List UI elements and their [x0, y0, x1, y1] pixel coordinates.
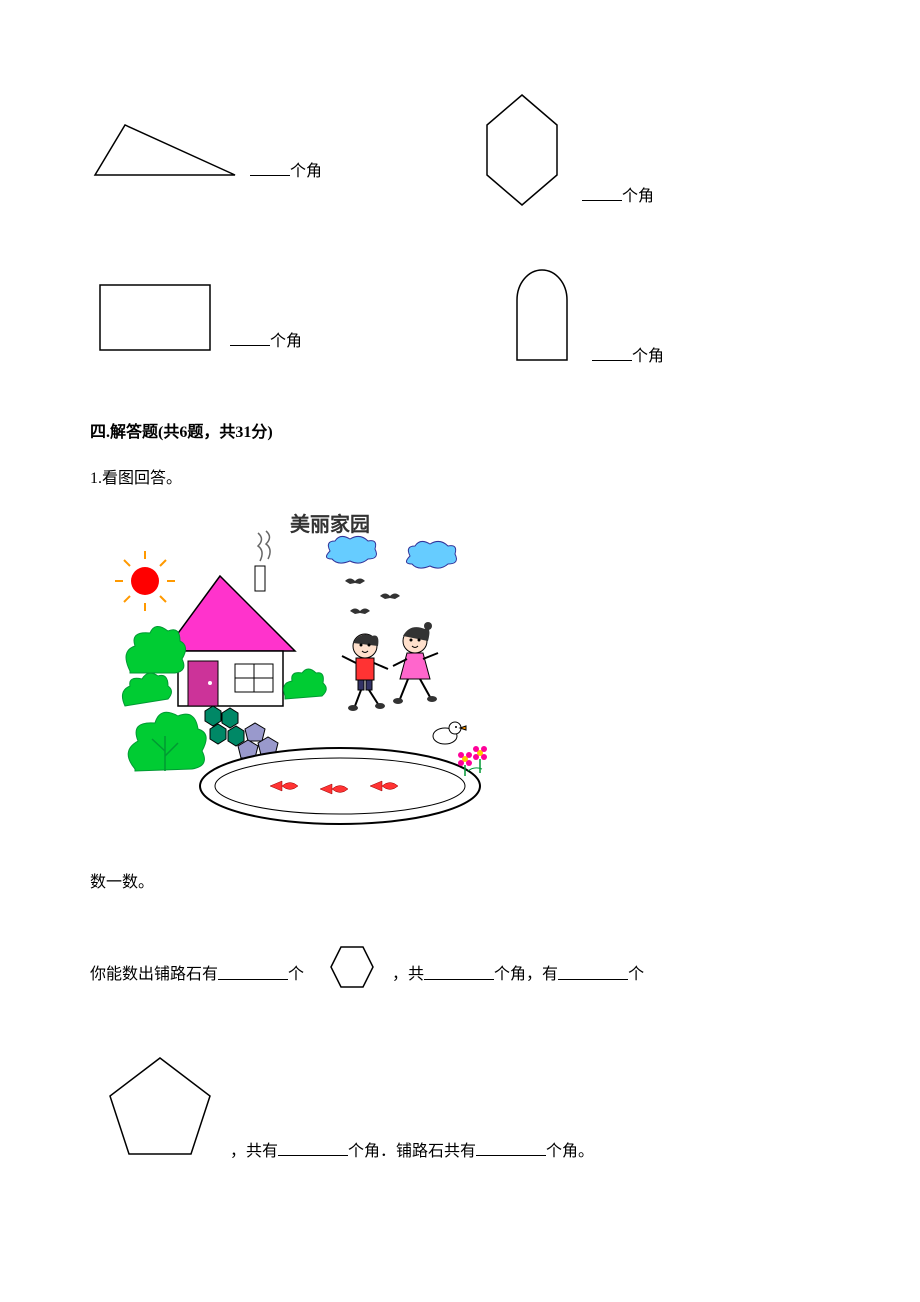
inline-hexagon: [313, 935, 383, 1016]
arch-label: 个角: [632, 348, 664, 365]
line2-mid: ，共有: [230, 1143, 278, 1160]
picture-container: 美丽家园: [110, 511, 840, 840]
rectangle-label: 个角: [270, 333, 302, 350]
line2-unit1: 个角．铺路石共有: [348, 1143, 476, 1160]
line1-unit2: 个角，有: [494, 967, 558, 984]
shape-row-2: 个角 个角: [90, 260, 840, 370]
rectangle-item: 个角: [90, 275, 302, 355]
blank-3: [558, 964, 628, 980]
line1-unit3: 个: [628, 967, 644, 984]
count-label: 数一数。: [90, 870, 840, 896]
blank-4: [278, 1140, 348, 1156]
triangle-blank: 个角: [250, 159, 322, 185]
answer-line-1: 你能数出铺路石有 个 ，共 个角，有 个: [90, 935, 840, 1016]
top-spacer: [90, 30, 840, 90]
hexagon-blank: 个角: [582, 184, 654, 210]
beautiful-home-picture: 美丽家园: [110, 511, 490, 831]
line1-unit1: 个: [288, 967, 304, 984]
line2-unit2: 个角。: [546, 1143, 594, 1160]
arch-item: 个角: [502, 260, 664, 370]
arch-icon: [502, 260, 582, 370]
hexagon-icon: [472, 90, 572, 210]
triangle-item: 个角: [90, 115, 322, 185]
rectangle-blank: 个角: [230, 329, 302, 355]
hexagon-item: 个角: [472, 90, 654, 210]
rectangle-icon: [90, 275, 220, 355]
inline-pentagon: [95, 1046, 225, 1175]
blank-5: [476, 1140, 546, 1156]
question-1-num: 1.看图回答。: [90, 466, 840, 492]
triangle-label: 个角: [290, 163, 322, 180]
arch-blank: 个角: [592, 344, 664, 370]
hexagon-label: 个角: [622, 188, 654, 205]
line1-mid1: ，共: [392, 967, 424, 984]
blank-1: [218, 964, 288, 980]
svg-text:美丽家园: 美丽家园: [290, 512, 370, 536]
answer-line-2: ，共有 个角．铺路石共有 个角。: [90, 1046, 840, 1175]
shape-row-1: 个角 个角: [90, 90, 840, 210]
section-4-title: 四.解答题(共6题，共31分): [90, 420, 840, 446]
line1-prefix: 你能数出铺路石有: [90, 967, 218, 984]
triangle-icon: [90, 115, 240, 185]
blank-2: [424, 964, 494, 980]
